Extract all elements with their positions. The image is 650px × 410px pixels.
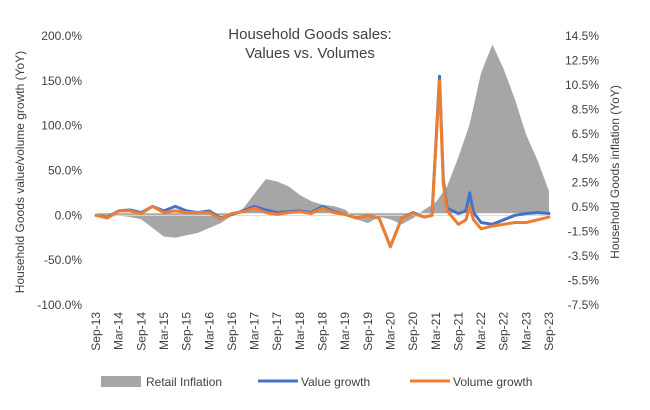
inflation-area-layer xyxy=(96,44,549,238)
x-tick-label: Mar-16 xyxy=(202,312,216,350)
right-tick-label: 6.5% xyxy=(572,127,600,141)
right-tick-label: -3.5% xyxy=(568,249,600,263)
x-tick-label: Sep-23 xyxy=(542,312,556,351)
chart-title-line-2: Values vs. Volumes xyxy=(245,45,375,62)
legend: Retail Inflation Value growth Volume gro… xyxy=(101,375,532,389)
left-axis-ticks: 200.0% 150.0% 100.0% 50.0% 0.0% -50.0% -100.0% xyxy=(37,29,82,312)
series-volume-growth-line xyxy=(94,79,551,249)
right-tick-label: 8.5% xyxy=(572,102,600,116)
x-axis-ticks: Sep-13 Mar-14 Sep-14 Mar-15 Sep-15 Mar-16 Sep-… xyxy=(89,312,556,351)
x-tick-label: Sep-19 xyxy=(361,312,375,351)
right-tick-label: -1.5% xyxy=(568,225,600,239)
x-tick-label: Mar-23 xyxy=(519,312,533,350)
right-tick-label: -7.5% xyxy=(568,298,600,312)
chart-title-line-1: Household Goods sales: xyxy=(228,26,391,43)
right-axis-title: Household Goods inflation (YoY) xyxy=(608,85,622,259)
x-tick-label: Sep-17 xyxy=(270,312,284,351)
left-tick-label: 200.0% xyxy=(41,29,82,43)
x-tick-label: Sep-16 xyxy=(225,312,239,351)
x-tick-label: Sep-18 xyxy=(316,312,330,351)
right-tick-label: 0.5% xyxy=(572,200,600,214)
x-tick-label: Sep-15 xyxy=(180,312,194,351)
legend-label-retail-inflation: Retail Inflation xyxy=(146,375,222,389)
legend-swatch-retail-inflation xyxy=(101,376,141,387)
series-retail-inflation-area xyxy=(96,44,549,238)
left-tick-label: 100.0% xyxy=(41,119,82,133)
x-tick-label: Mar-17 xyxy=(248,312,262,350)
legend-label-value-growth: Value growth xyxy=(301,375,370,389)
x-tick-label: Sep-22 xyxy=(497,312,511,351)
right-axis-ticks: 14.5% 12.5% 10.5% 8.5% 6.5% 4.5% 2.5% 0.5% -1.5%… xyxy=(565,29,599,312)
x-tick-label: Sep-21 xyxy=(451,312,465,351)
x-tick-label: Mar-15 xyxy=(157,312,171,350)
right-tick-label: 2.5% xyxy=(572,176,600,190)
x-tick-label: Sep-14 xyxy=(134,312,148,351)
left-axis-title: Household Goods value/volume growth (YoY… xyxy=(13,51,27,293)
left-tick-label: 0.0% xyxy=(55,208,83,222)
right-tick-label: 12.5% xyxy=(565,53,599,67)
x-tick-label: Mar-21 xyxy=(429,312,443,350)
x-tick-label: Mar-19 xyxy=(338,312,352,350)
right-tick-label: 14.5% xyxy=(565,29,599,43)
right-tick-label: 4.5% xyxy=(572,151,600,165)
right-tick-label: -5.5% xyxy=(568,274,600,288)
x-tick-label: Mar-22 xyxy=(474,312,488,350)
legend-label-volume-growth: Volume growth xyxy=(453,375,532,389)
x-tick-label: Sep-20 xyxy=(406,312,420,351)
growth-lines-layer xyxy=(94,74,551,249)
left-tick-label: 150.0% xyxy=(41,74,82,88)
x-tick-label: Mar-20 xyxy=(383,312,397,350)
x-tick-label: Sep-13 xyxy=(89,312,103,351)
left-tick-label: 50.0% xyxy=(48,164,82,178)
x-tick-label: Mar-14 xyxy=(112,312,126,350)
left-tick-label: -50.0% xyxy=(44,253,82,267)
right-tick-label: 10.5% xyxy=(565,78,599,92)
left-tick-label: -100.0% xyxy=(37,298,82,312)
x-tick-label: Mar-18 xyxy=(293,312,307,350)
